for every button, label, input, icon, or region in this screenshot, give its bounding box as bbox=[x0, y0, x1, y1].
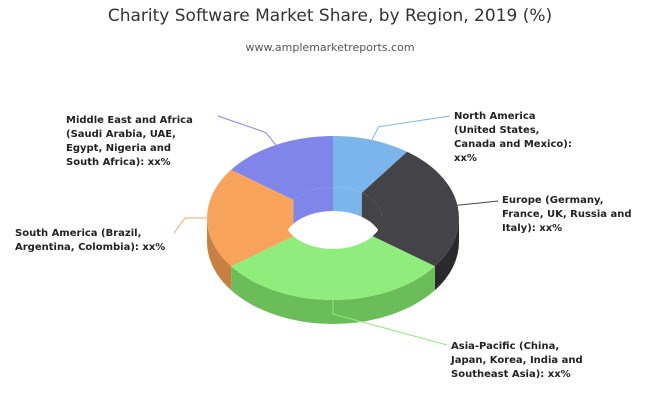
chart-title: Charity Software Market Share, by Region… bbox=[107, 6, 553, 26]
slice-label-0: North America (United States, Canada and M… bbox=[454, 111, 572, 164]
slice-label-1: Europe (Germany, France, UK, Russia and It… bbox=[502, 195, 632, 234]
label-connector-3 bbox=[173, 217, 207, 234]
slice-label-3: South America (Brazil, Argentina, Colombi… bbox=[15, 228, 165, 253]
label-connector-4 bbox=[217, 115, 277, 146]
label-connector-2 bbox=[332, 300, 448, 346]
slice-label-2: Asia-Pacific (China, Japan, Korea, India … bbox=[450, 341, 583, 380]
donut-slice-0[interactable] bbox=[333, 136, 408, 193]
chart-subtitle: www.amplemarketreports.com bbox=[245, 41, 415, 54]
donut-slice-1[interactable] bbox=[361, 151, 459, 267]
label-connector-1 bbox=[457, 200, 499, 206]
slice-labels: North America (United States, Canada and M… bbox=[15, 111, 632, 380]
slice-side-4 bbox=[293, 187, 333, 224]
slice-side-3 bbox=[207, 218, 232, 291]
donut-slice-4[interactable] bbox=[231, 136, 333, 200]
label-connectors bbox=[173, 115, 499, 346]
slice-side-1 bbox=[434, 218, 459, 291]
slice-tops bbox=[207, 136, 459, 300]
slice-sides bbox=[207, 186, 459, 324]
slice-label-4: Middle East and Africa (Saudi Arabia, UAE… bbox=[66, 115, 193, 168]
donut-slice-3[interactable] bbox=[207, 169, 294, 267]
slice-side-0 bbox=[333, 186, 362, 217]
donut-slice-2[interactable] bbox=[231, 236, 435, 300]
slice-side-1 bbox=[361, 192, 383, 242]
slice-side-2 bbox=[231, 266, 435, 324]
label-connector-0 bbox=[371, 115, 451, 141]
